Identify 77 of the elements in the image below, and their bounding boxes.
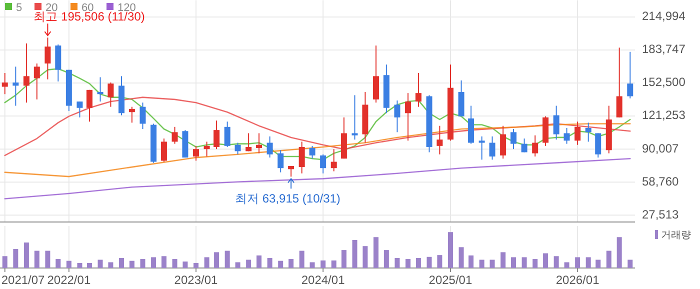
- bar: [267, 258, 272, 268]
- bar: [288, 259, 294, 268]
- bar: [426, 256, 432, 268]
- bar: [172, 259, 178, 268]
- y-tick-label: 121,253: [642, 108, 686, 122]
- bar: [77, 262, 82, 268]
- bar: [616, 237, 622, 268]
- bar: [204, 257, 210, 268]
- legend-label: 거래량: [661, 230, 691, 241]
- bar: [596, 260, 601, 268]
- bar: [256, 255, 262, 268]
- bar: [86, 262, 92, 268]
- bar: [554, 256, 559, 268]
- bar: [56, 259, 61, 268]
- bar: [628, 260, 633, 268]
- y-tick-label: 90,007: [642, 141, 680, 156]
- bar: [458, 247, 464, 268]
- bar: [543, 253, 548, 268]
- bar: [522, 257, 527, 268]
- bar: [278, 260, 284, 268]
- bar: [119, 258, 124, 268]
- x-tick-label: 2021/07: [1, 273, 46, 287]
- bar: [299, 250, 304, 268]
- bar: [500, 252, 506, 268]
- bar: [373, 237, 378, 268]
- bar: [362, 246, 368, 268]
- bar: [224, 250, 230, 268]
- bar: [45, 250, 50, 268]
- bar: [490, 260, 495, 268]
- bar: [129, 260, 134, 268]
- bar: [564, 262, 570, 268]
- annotation: 최저 63,915 (10/31): [235, 192, 340, 206]
- x-tick-label: 2026/01: [556, 273, 600, 287]
- bar: [406, 259, 411, 268]
- bar: [310, 262, 315, 268]
- bar: [320, 260, 326, 268]
- y-tick-label: 183,747: [642, 42, 686, 56]
- bar: [24, 242, 29, 268]
- bar: [575, 257, 580, 268]
- y-tick-label: 152,500: [642, 75, 686, 90]
- bar: [13, 248, 18, 268]
- bar: [341, 250, 346, 268]
- bar: [108, 262, 114, 268]
- bar: [468, 255, 474, 268]
- y-tick-label: 214,994: [642, 9, 686, 24]
- bar: [66, 260, 72, 268]
- bar: [2, 256, 8, 268]
- bar: [235, 262, 240, 268]
- bar: [98, 260, 103, 268]
- bar: [194, 262, 198, 268]
- bar: [331, 260, 336, 268]
- bar: [416, 258, 421, 268]
- legend-label: 5: [16, 2, 22, 14]
- bar: [384, 250, 389, 268]
- bar: [448, 232, 453, 268]
- bar: [214, 252, 220, 268]
- y-tick-label: 58,760: [642, 174, 680, 188]
- bar: [606, 250, 612, 268]
- bar: [511, 257, 516, 268]
- x-tick-label: 2022/01: [47, 273, 91, 287]
- bar: [246, 260, 252, 268]
- bar: [34, 250, 40, 268]
- x-tick-label: 2024/01: [301, 273, 346, 287]
- bar: [161, 256, 166, 268]
- bar: [140, 259, 146, 268]
- bar: [394, 258, 400, 268]
- bar: [182, 262, 188, 268]
- bar: [586, 257, 591, 268]
- y-tick-label: 27,513: [642, 207, 680, 222]
- bar: [479, 260, 484, 268]
- x-tick-label: 2025/01: [428, 273, 472, 287]
- legend: 거래량: [655, 230, 691, 241]
- bar: [151, 257, 156, 268]
- bar: [352, 240, 358, 268]
- bar: [532, 259, 538, 268]
- x-tick-label: 2023/01: [174, 273, 218, 287]
- bar: [437, 255, 442, 268]
